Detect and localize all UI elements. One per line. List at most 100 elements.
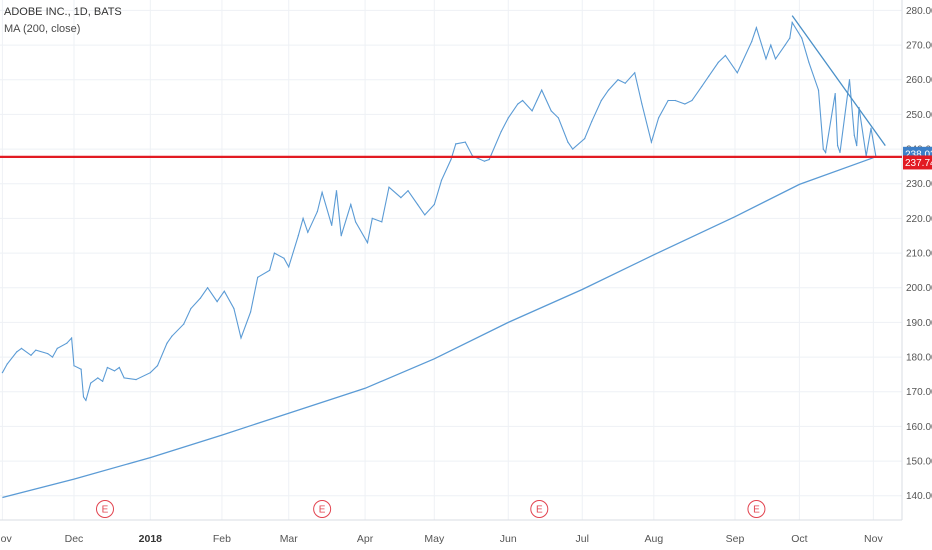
- price-point: [233, 307, 235, 310]
- price-point: [73, 365, 75, 367]
- y-tick-label: 230.00: [906, 179, 932, 190]
- x-tick-label: Oct: [791, 533, 807, 545]
- price-point: [839, 151, 841, 154]
- price-point: [90, 382, 92, 384]
- y-tick-label: 150.00: [906, 457, 932, 468]
- price-point: [450, 158, 452, 161]
- y-tick-label: 280.00: [906, 6, 932, 17]
- y-tick-label: 220.00: [906, 214, 932, 225]
- price-point: [791, 21, 793, 24]
- price-point: [567, 141, 569, 143]
- earnings-icon: [313, 500, 332, 518]
- price-point: [113, 370, 116, 372]
- price-point: [708, 75, 710, 77]
- price-point: [741, 61, 743, 64]
- price-point: [307, 231, 309, 233]
- ma-200-line: [2, 157, 874, 499]
- price-point: [156, 365, 159, 367]
- price-point: [765, 58, 767, 60]
- y-tick-label: 140.00: [906, 491, 932, 502]
- price-point: [183, 323, 185, 325]
- price-point: [634, 72, 636, 74]
- price-point: [1, 372, 3, 374]
- price-point: [51, 356, 54, 358]
- price-point: [667, 99, 669, 102]
- price-point: [35, 349, 37, 351]
- price-point: [789, 37, 791, 39]
- y-tick-label: 170.00: [906, 387, 932, 398]
- price-point: [536, 99, 538, 102]
- price-point: [736, 72, 738, 74]
- price-point: [400, 197, 402, 199]
- price-point: [464, 141, 466, 143]
- price-point: [658, 117, 660, 119]
- price-point: [321, 191, 323, 193]
- price-point: [724, 54, 727, 57]
- price-point: [354, 221, 357, 223]
- price-point: [751, 41, 753, 43]
- price-point: [483, 160, 486, 162]
- price-point: [784, 44, 786, 46]
- price-point: [269, 269, 271, 271]
- price-point: [853, 134, 855, 136]
- price-point: [822, 148, 824, 150]
- price-point: [381, 221, 383, 223]
- price-point: [591, 120, 593, 122]
- y-tick-label: 180.00: [906, 353, 932, 364]
- price-point: [249, 311, 252, 313]
- price-point: [808, 61, 810, 64]
- price-point: [836, 145, 839, 147]
- price-point: [85, 399, 87, 401]
- price-point: [199, 297, 202, 299]
- price-point: [16, 351, 18, 353]
- price-point: [572, 148, 574, 150]
- price-point: [755, 27, 758, 29]
- price-point: [297, 235, 299, 237]
- price-point: [340, 235, 342, 237]
- price-point: [6, 363, 8, 365]
- earnings-icon: [95, 500, 114, 518]
- price-point: [507, 117, 509, 119]
- last-price-tag-text: 238.03: [905, 149, 932, 160]
- price-point: [801, 37, 803, 39]
- indicator-label[interactable]: MA (200, close): [4, 23, 81, 35]
- chart-legend: ADOBE INC., 1D, BATS MA (200, close): [4, 4, 122, 38]
- price-point: [123, 377, 125, 379]
- price-point: [283, 257, 285, 259]
- x-tick-label: Mar: [280, 533, 299, 545]
- price-point: [416, 203, 419, 206]
- price-point: [717, 61, 719, 64]
- symbol-title[interactable]: ADOBE INC., 1D, BATS: [4, 6, 122, 18]
- price-point: [541, 89, 543, 91]
- price-point: [584, 138, 586, 140]
- price-point: [870, 127, 872, 129]
- price-point: [424, 214, 426, 216]
- price-point: [335, 190, 338, 192]
- price-point: [641, 103, 643, 105]
- price-point: [82, 396, 85, 398]
- price-point: [834, 93, 836, 95]
- price-point: [216, 301, 218, 303]
- time-axis: Nov Dec 2018 Feb Mar Apr May Jun Jul Aug Sep Oct Nov: [0, 533, 883, 545]
- x-tick-label: Jun: [500, 533, 517, 545]
- price-point: [371, 217, 373, 219]
- price-point: [617, 79, 619, 81]
- support-price-tag-box: [903, 155, 932, 170]
- price-point: [118, 366, 120, 369]
- price-point: [433, 203, 435, 206]
- price-point: [273, 252, 276, 254]
- price-point: [366, 242, 369, 244]
- earnings-icon: [747, 500, 766, 518]
- price-point: [20, 347, 23, 349]
- price-point: [825, 151, 827, 154]
- x-tick-label: Nov: [0, 533, 12, 545]
- price-point: [66, 342, 68, 344]
- price-point: [207, 287, 209, 289]
- earnings-label: E: [102, 505, 109, 516]
- price-point: [440, 179, 443, 181]
- y-tick-label: 270.00: [906, 41, 932, 52]
- price-point: [106, 366, 108, 369]
- price-point: [700, 86, 703, 88]
